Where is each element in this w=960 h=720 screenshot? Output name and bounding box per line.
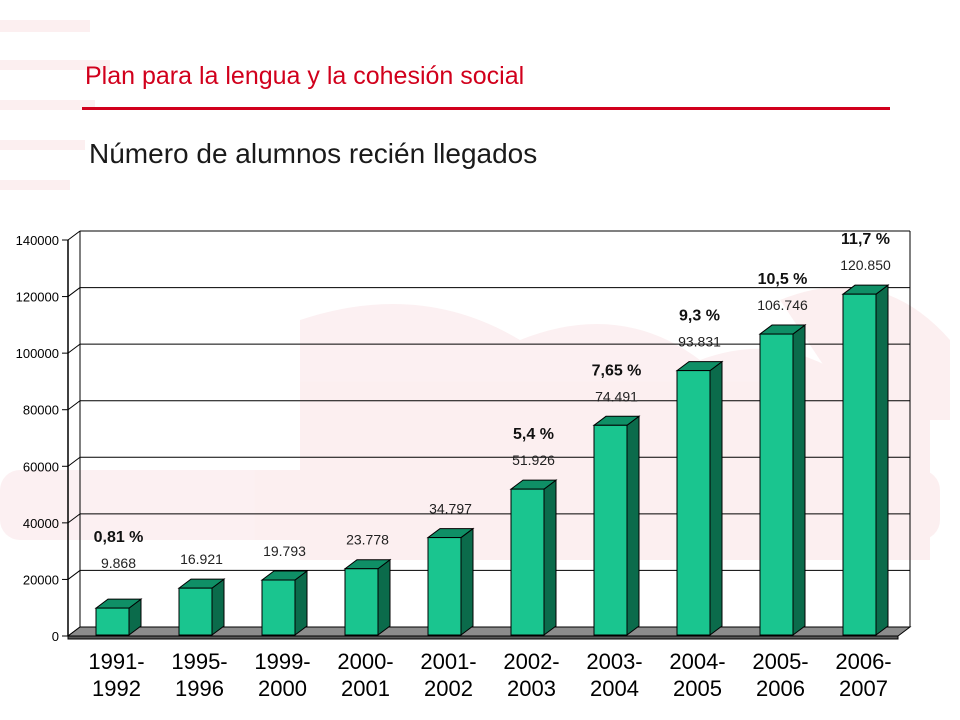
x-tick-label: 2003 xyxy=(507,676,556,701)
header-divider xyxy=(82,107,890,110)
data-labels: 9.868 0,81 % 16.921 19.793 23.778 34.797 51.92… xyxy=(94,231,891,571)
grid-line-diagonal xyxy=(67,287,81,297)
bar-front xyxy=(427,537,462,636)
x-tick-label: 2005- xyxy=(752,649,808,674)
y-tick-label: 140000 xyxy=(16,233,59,248)
axes: 0 20000 40000 60000 80000 100000 120000 140000 xyxy=(16,233,69,644)
y-tick-label: 100000 xyxy=(16,346,59,361)
bar-side xyxy=(543,479,557,636)
value-label: 106.746 xyxy=(757,297,808,313)
percent-label: 5,4 % xyxy=(513,426,554,443)
bar-side xyxy=(875,284,889,636)
bar-front xyxy=(593,424,628,636)
grid-line-diagonal xyxy=(67,570,81,580)
bar-front xyxy=(95,607,130,636)
x-tick-label: 2000 xyxy=(258,676,307,701)
bar xyxy=(426,527,475,636)
bars xyxy=(94,284,890,636)
x-tick-label: 2004 xyxy=(590,676,639,701)
x-tick-label: 2006- xyxy=(835,649,891,674)
x-tick-label: 2007 xyxy=(839,676,888,701)
x-tick-label: 2002 xyxy=(424,676,473,701)
bar xyxy=(675,360,724,636)
bar xyxy=(758,324,807,636)
value-label: 51.926 xyxy=(512,452,555,468)
bar-front xyxy=(178,587,213,636)
x-tick-label: 2002- xyxy=(503,649,559,674)
chart-title: Número de alumnos recién llegados xyxy=(89,138,538,169)
value-label: 93.831 xyxy=(678,334,721,350)
bar-front xyxy=(676,370,711,636)
x-tick-label: 2000- xyxy=(337,649,393,674)
y-tick-label: 0 xyxy=(52,629,59,644)
bar xyxy=(260,570,309,636)
x-tick-label: 2005 xyxy=(673,676,722,701)
value-label: 16.921 xyxy=(180,551,223,567)
x-tick-label: 1992 xyxy=(92,676,141,701)
bar-front xyxy=(759,333,794,636)
value-label: 34.797 xyxy=(429,501,472,517)
header-title: Plan para la lengua y la cohesión social xyxy=(85,62,525,90)
y-tick-label: 20000 xyxy=(23,572,59,587)
x-tick-label: 2003- xyxy=(586,649,642,674)
x-tick-label: 1999- xyxy=(254,649,310,674)
x-tick-label: 2004- xyxy=(669,649,725,674)
value-label: 19.793 xyxy=(263,543,306,559)
bar xyxy=(592,415,641,636)
grid-line-diagonal xyxy=(67,513,81,524)
x-tick-label: 1996 xyxy=(175,676,224,701)
bar-side xyxy=(709,360,723,636)
bar-side xyxy=(626,415,640,636)
percent-label: 9,3 % xyxy=(679,308,720,325)
x-tick-label: 2006 xyxy=(756,676,805,701)
y-tick-label: 120000 xyxy=(16,290,59,305)
grid-line-diagonal xyxy=(67,456,81,467)
bar xyxy=(177,578,226,636)
value-label: 120.850 xyxy=(840,257,891,273)
bar xyxy=(841,284,890,636)
value-label: 9.868 xyxy=(101,555,136,571)
value-label: 74.491 xyxy=(595,388,638,404)
bar xyxy=(343,558,392,636)
grid-line-diagonal xyxy=(67,343,81,354)
percent-label: 7,65 % xyxy=(592,362,642,379)
grid-line-diagonal xyxy=(67,230,81,241)
floor-front xyxy=(67,635,899,640)
y-tick-label: 60000 xyxy=(23,459,59,474)
percent-label: 10,5 % xyxy=(758,271,808,288)
x-tick-label: 1995- xyxy=(171,649,227,674)
x-tick-labels: 1991-1992 1995-1996 1999-2000 2000-2001 2001… xyxy=(88,649,891,701)
bar-front xyxy=(842,293,877,636)
bar xyxy=(94,598,143,636)
percent-label: 11,7 % xyxy=(841,231,890,248)
bar xyxy=(509,479,558,636)
bar-front xyxy=(261,579,296,636)
bar-front xyxy=(344,568,379,636)
grid-line-diagonal xyxy=(67,400,81,411)
percent-label: 0,81 % xyxy=(94,529,144,546)
bar-side xyxy=(792,324,806,636)
x-tick-label: 1991- xyxy=(88,649,144,674)
bar-front xyxy=(510,488,545,636)
bar-side xyxy=(460,527,474,636)
value-label: 23.778 xyxy=(346,532,389,548)
x-tick-label: 2001- xyxy=(420,649,476,674)
bar-side xyxy=(377,558,391,636)
bar-side xyxy=(294,570,308,636)
y-tick-label: 80000 xyxy=(23,403,59,418)
y-tick-label: 40000 xyxy=(23,516,59,531)
bar-chart: 020000400006000080000100000120000140000 … xyxy=(16,230,912,701)
bar-side xyxy=(211,578,225,636)
x-tick-label: 2001 xyxy=(341,676,390,701)
